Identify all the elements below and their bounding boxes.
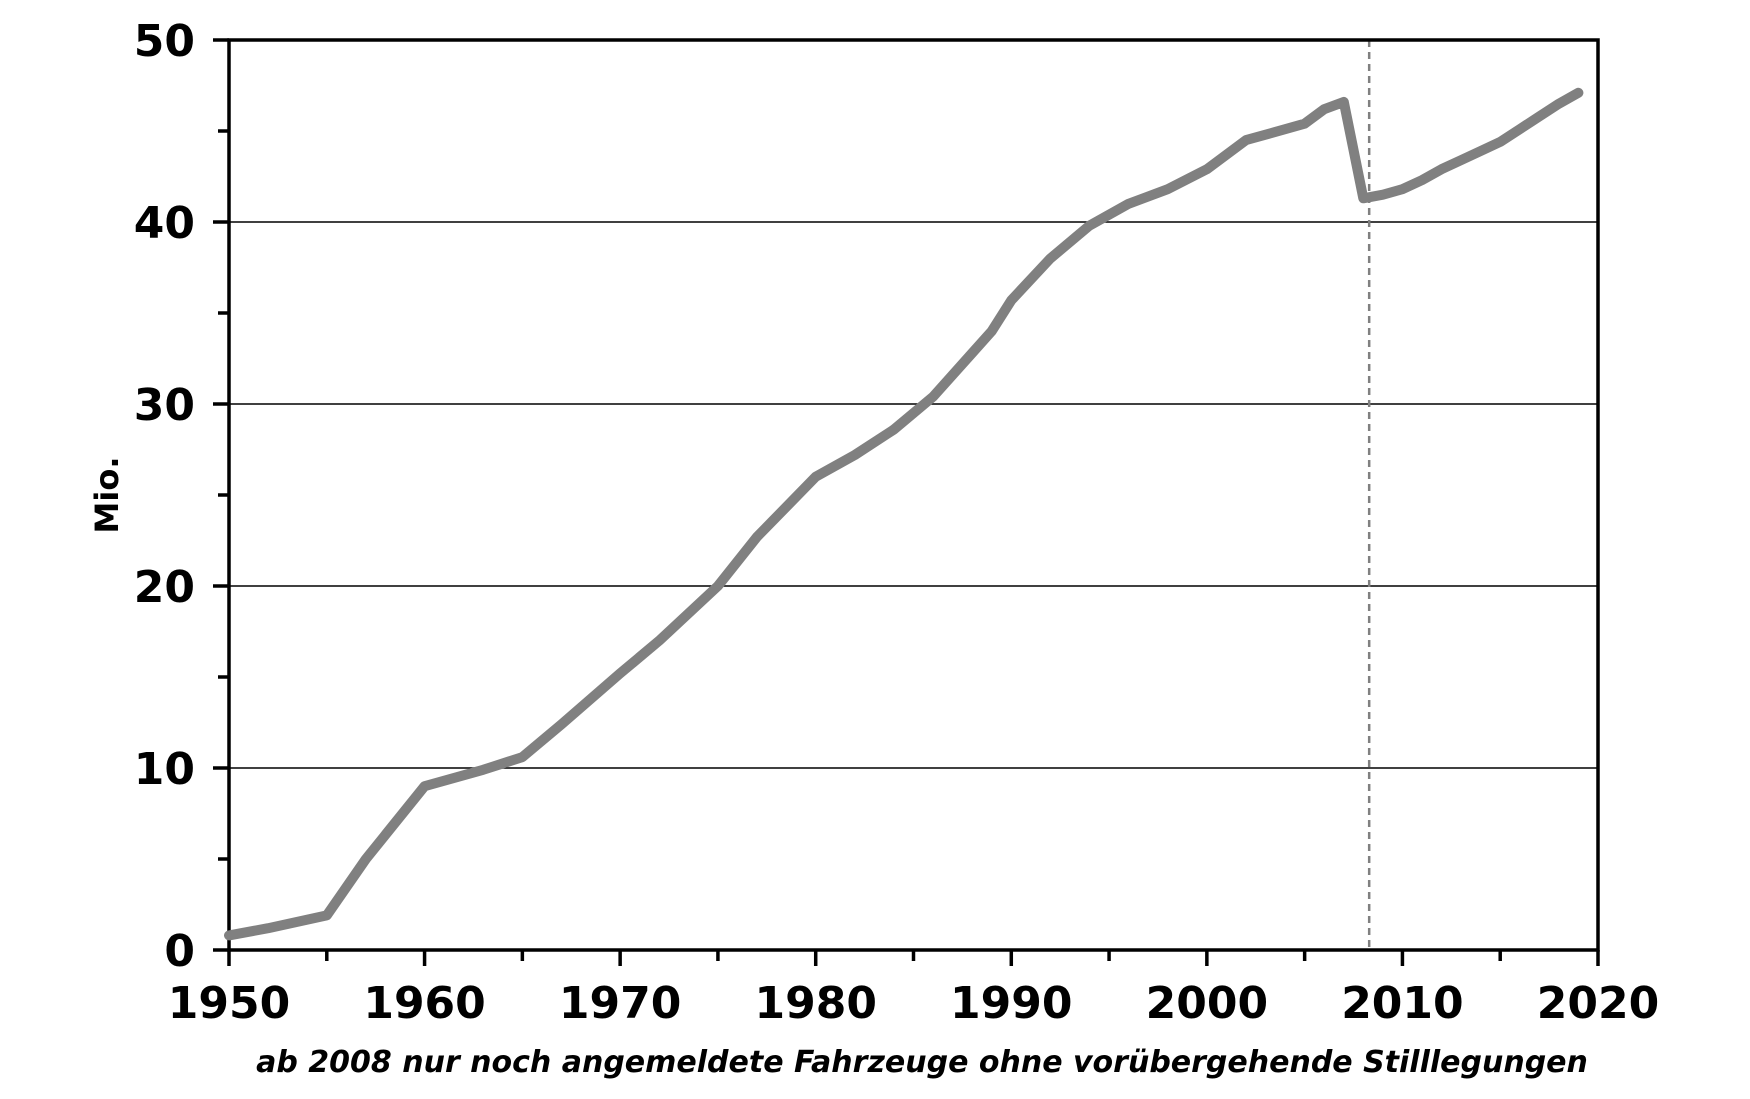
x-tick-label-1980: 1980 [754,978,876,1029]
y-tick-label-20: 20 [134,562,195,613]
x-tick-label-2000: 2000 [1146,978,1268,1029]
x-tick-label-1960: 1960 [363,978,485,1029]
y-tick-label-10: 10 [134,744,195,795]
footnote: ab 2008 nur noch angemeldete Fahrzeuge o… [256,1045,1588,1080]
series [224,87,1584,941]
plot-frame [227,38,1600,952]
x-tick-label-2010: 2010 [1341,978,1463,1029]
y-tick-label-30: 30 [134,380,195,431]
series-line-1 [224,87,1584,941]
x-tick-label-1970: 1970 [559,978,681,1029]
x-tick-label-1950: 1950 [168,978,290,1029]
x-tick-label-2020: 2020 [1537,978,1659,1029]
tick-labels: 0 10 20 30 40 50 1950 1960 1970 1980 1990 2000 2010 2… [134,16,1659,1029]
y-tick-label-0: 0 [164,926,195,977]
y-axis-label: Mio. [88,457,126,534]
x-tick-label-1990: 1990 [950,978,1072,1029]
axes [213,38,1600,966]
y-tick-label-40: 40 [134,198,195,249]
y-tick-label-50: 50 [134,16,195,67]
gridlines [229,221,1598,769]
